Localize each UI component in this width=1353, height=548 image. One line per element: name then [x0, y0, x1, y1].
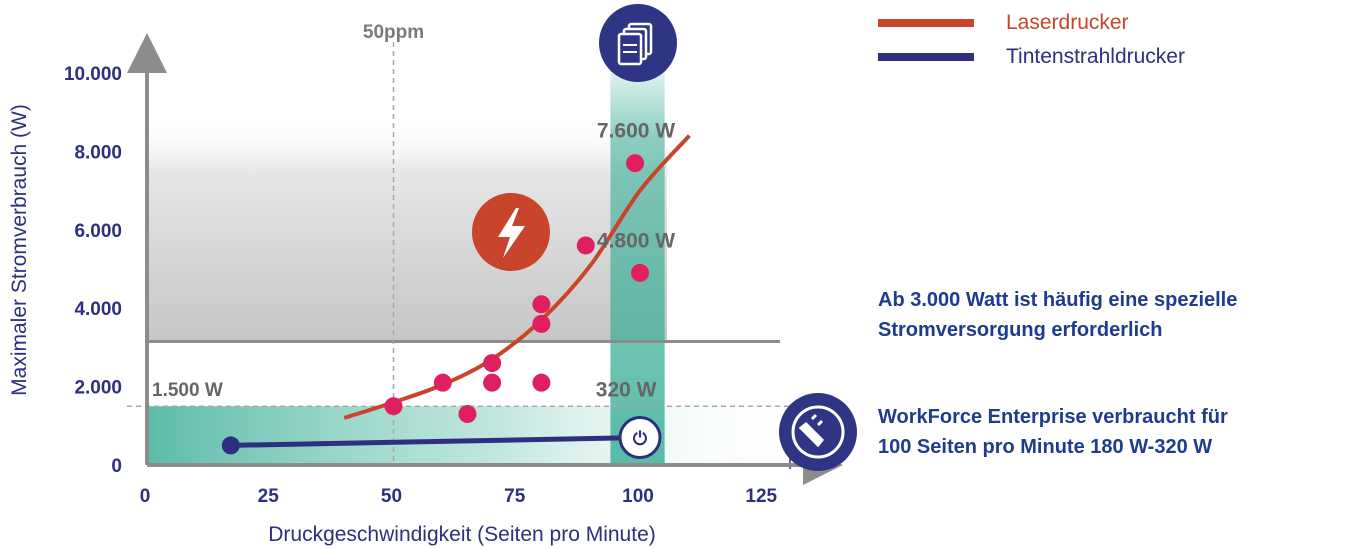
x-tick-label: 50	[381, 486, 402, 507]
laser-data-point	[626, 154, 645, 173]
y-tick-label: 8.000	[74, 142, 122, 163]
power-plug-icon-ring	[791, 405, 845, 459]
workforce-note-line1: WorkForce Enterprise verbraucht für	[878, 406, 1228, 428]
y-tick-label: 10.000	[64, 64, 122, 85]
x-tick-label: 75	[504, 486, 526, 507]
threshold-note-line2: Stromversorgung erforderlich	[878, 319, 1163, 341]
laser-data-point	[483, 373, 502, 392]
workforce-note-line2: 100 Seiten pro Minute 180 W-320 W	[878, 436, 1213, 458]
legend-swatch-ink	[878, 53, 974, 61]
x-axis-title: Druckgeschwindigkeit (Seiten pro Minute)	[268, 523, 656, 546]
value-annotation: 4.800 W	[597, 229, 675, 252]
ink-data-point	[221, 436, 240, 455]
legend: Laserdrucker Tintenstrahldrucker	[878, 6, 1185, 74]
laser-data-point	[532, 314, 551, 333]
value-annotation: 7.600 W	[597, 120, 675, 143]
laser-data-point	[532, 373, 551, 392]
pages-icon	[617, 32, 643, 66]
ink-data-point	[618, 416, 662, 460]
speed-highlight-band	[610, 55, 665, 465]
legend-label-ink: Tintenstrahldrucker	[1006, 45, 1185, 68]
reference-label-1500w: 1.500 W	[152, 380, 223, 401]
value-annotation: 320 W	[596, 378, 657, 401]
x-tick-label: 0	[140, 486, 151, 507]
laser-data-point	[631, 263, 649, 282]
laser-data-point	[532, 295, 551, 314]
y-tick-label: 6.000	[74, 221, 122, 242]
legend-label-laser: Laserdrucker	[1006, 11, 1129, 34]
laser-data-point	[433, 373, 452, 392]
laser-data-point	[458, 405, 477, 424]
legend-item-ink: Tintenstrahldrucker	[878, 40, 1185, 74]
laser-trend-line	[343, 134, 691, 420]
y-tick-label: 2.000	[74, 378, 122, 399]
lightning-icon	[498, 208, 525, 258]
laser-data-point	[384, 397, 403, 416]
x-tick-label: 100	[622, 486, 654, 507]
y-tick-label: 4.000	[74, 299, 122, 320]
laser-data-point	[483, 354, 502, 373]
power-plug-icon-badge	[779, 393, 857, 471]
ink-trend-line	[230, 435, 641, 448]
plug-icon: ⏻	[633, 429, 648, 450]
laser-data-point	[576, 236, 595, 255]
legend-item-laser: Laserdrucker	[878, 6, 1185, 40]
workforce-note: WorkForce Enterprise verbraucht für 100 …	[878, 402, 1228, 462]
power-plug-icon	[798, 413, 825, 448]
reference-label-50ppm: 50ppm	[363, 22, 424, 43]
x-tick-label: 125	[745, 486, 777, 507]
legend-swatch-laser	[878, 19, 974, 27]
threshold-note-line1: Ab 3.000 Watt ist häufig eine spezielle	[878, 289, 1238, 311]
y-axis-title: Maximaler Stromverbrauch (W)	[8, 104, 31, 396]
y-tick-label: 0	[111, 456, 122, 477]
chart-canvas: 0 2.000 4.000 6.000 8.000 10.000 0 25 50 75 100 125…	[8, 4, 857, 546]
high-power-zone	[147, 116, 667, 342]
threshold-note: Ab 3.000 Watt ist häufig eine spezielle …	[878, 285, 1237, 345]
x-tick-label: 25	[258, 486, 280, 507]
